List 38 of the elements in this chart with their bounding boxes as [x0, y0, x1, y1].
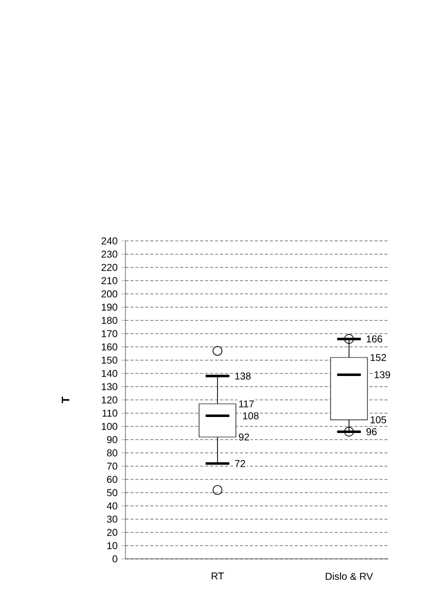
y-tick-label: 120	[102, 396, 118, 404]
y-tick-label: 70	[107, 462, 118, 470]
y-tick-label: 50	[107, 489, 118, 496]
y-tick-label: 160	[102, 343, 118, 350]
x-tick-label: RT	[212, 572, 224, 580]
y-tick-label: 100	[102, 422, 118, 430]
annotation: 152	[370, 354, 386, 362]
annotation: 166	[366, 335, 382, 342]
annotation: 105	[370, 416, 386, 424]
y-tick-label: 190	[102, 304, 118, 311]
y-tick-label: 80	[107, 449, 118, 456]
annotation: 117	[239, 400, 254, 408]
annotation: 72	[235, 460, 246, 467]
y-tick-label: 60	[107, 476, 118, 483]
y-tick-label: 130	[102, 383, 118, 390]
annotation: 138	[235, 372, 251, 380]
y-tick-label: 90	[107, 436, 118, 444]
y-tick-label: 170	[102, 330, 118, 338]
y-tick-label: 180	[102, 316, 118, 324]
annotation: 96	[366, 428, 377, 436]
y-axis-title: T	[62, 396, 70, 404]
y-tick-label: 0	[112, 555, 118, 562]
y-tick-label: 220	[102, 264, 118, 271]
y-tick-label: 150	[102, 356, 118, 364]
y-tick-label: 110	[102, 410, 118, 417]
y-tick-label: 30	[106, 516, 118, 523]
annotation: 139	[374, 371, 390, 378]
y-tick-label: 200	[102, 290, 118, 298]
y-tick-label: 210	[102, 277, 118, 284]
y-tick-label: 230	[102, 250, 118, 258]
y-tick-label: 240	[102, 237, 118, 244]
y-tick-label: 140	[102, 370, 118, 377]
y-tick-label: 10	[107, 542, 118, 550]
y-tick-label: 40	[106, 502, 118, 510]
y-tick-label: 20	[107, 528, 118, 536]
x-tick-label: Dislo & RV	[326, 572, 373, 580]
annotation: 92	[238, 433, 250, 441]
annotation: 108	[243, 412, 259, 420]
